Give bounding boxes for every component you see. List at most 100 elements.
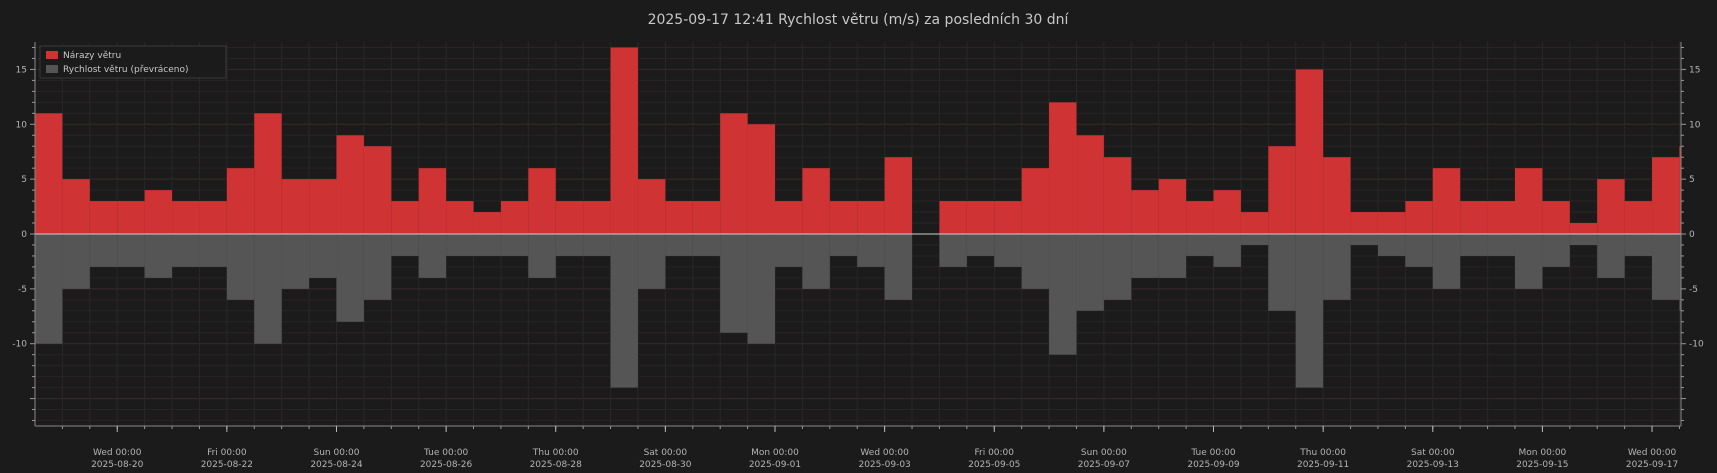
gust-bar: [172, 201, 200, 234]
x-tick-date-label: 2025-08-24: [310, 460, 363, 470]
gust-bar: [1021, 168, 1050, 234]
x-tick-date-label: 2025-09-09: [1187, 460, 1240, 470]
legend-label-gusts: Nárazy větru: [63, 51, 121, 61]
speed-bar: [528, 234, 556, 278]
gust-bar: [199, 201, 227, 234]
gust-bar: [1158, 179, 1187, 234]
gust-bar: [1213, 190, 1241, 234]
y-tick-label: -10: [12, 340, 27, 350]
gust-bar: [1514, 168, 1543, 234]
gust-bar: [610, 47, 638, 234]
x-tick-day-label: Mon 00:00: [751, 448, 799, 458]
speed-bar: [583, 234, 611, 256]
gust-bar: [1432, 168, 1461, 234]
speed-bar: [1076, 234, 1104, 311]
y-tick-label: 0: [21, 230, 27, 240]
gust-bar: [1295, 69, 1324, 234]
speed-bar: [89, 234, 118, 267]
speed-bar: [1405, 234, 1433, 267]
x-tick-date-label: 2025-08-22: [201, 460, 253, 470]
x-tick-date-label: 2025-08-20: [91, 460, 144, 470]
x-tick-day-label: Wed 00:00: [1628, 448, 1677, 458]
x-tick-date-label: 2025-09-15: [1516, 460, 1568, 470]
speed-bar: [555, 234, 584, 256]
gust-bar: [254, 113, 282, 234]
gust-bar: [500, 201, 529, 234]
x-tick-day-label: Sat 00:00: [644, 448, 688, 458]
speed-bar: [473, 234, 501, 256]
gust-bar: [144, 190, 173, 234]
y-tick-label: 0: [1689, 230, 1695, 240]
gust-bar: [117, 201, 145, 234]
gust-bar: [1268, 146, 1296, 234]
speed-bar: [35, 234, 63, 344]
gust-bar: [1186, 201, 1214, 234]
gust-bar: [829, 201, 858, 234]
speed-bar: [720, 234, 748, 333]
speed-bar: [281, 234, 310, 289]
speed-bar: [391, 234, 419, 256]
x-tick-day-label: Fri 00:00: [974, 448, 1014, 458]
gust-bar: [281, 179, 310, 234]
x-tick-day-label: Sun 00:00: [1081, 448, 1127, 458]
x-tick-date-label: 2025-09-17: [1626, 460, 1678, 470]
speed-bar: [1679, 234, 1681, 311]
speed-bar: [1049, 234, 1077, 355]
y-tick-label: -10: [1689, 340, 1704, 350]
legend-box: [39, 45, 227, 79]
x-tick-day-label: Tue 00:00: [1190, 448, 1235, 458]
x-tick-day-label: Mon 00:00: [1519, 448, 1567, 458]
speed-bar: [1652, 234, 1680, 300]
speed-bar: [1268, 234, 1296, 311]
speed-bar: [884, 234, 913, 300]
speed-bar: [1131, 234, 1159, 278]
x-tick-day-label: Thu 00:00: [1299, 448, 1346, 458]
speed-bar: [1323, 234, 1351, 300]
speed-bar: [336, 234, 364, 322]
gust-bar: [336, 135, 364, 234]
x-tick-date-label: 2025-09-13: [1407, 460, 1459, 470]
gust-bar: [1679, 146, 1681, 234]
x-tick-date-label: 2025-09-11: [1297, 460, 1349, 470]
speed-bar: [1158, 234, 1187, 278]
gust-bar: [637, 179, 666, 234]
gust-bar: [1049, 102, 1077, 234]
gust-bar: [939, 201, 967, 234]
speed-bar: [1103, 234, 1132, 300]
speed-bar: [1240, 234, 1269, 245]
gust-bar: [555, 201, 584, 234]
speed-bar: [966, 234, 995, 256]
x-tick-day-label: Wed 00:00: [860, 448, 909, 458]
speed-bar: [774, 234, 803, 267]
x-tick-day-label: Sun 00:00: [314, 448, 360, 458]
gust-bar: [747, 124, 775, 234]
speed-bar: [309, 234, 337, 278]
gust-bar: [1103, 157, 1132, 234]
gust-bar: [857, 201, 885, 234]
speed-bar: [1487, 234, 1515, 256]
gust-bar: [720, 113, 748, 234]
legend-swatch-gusts: [46, 51, 58, 59]
gust-bar: [966, 201, 995, 234]
gust-bar: [309, 179, 337, 234]
speed-bar: [117, 234, 145, 267]
speed-bar: [1295, 234, 1324, 388]
speed-bar: [829, 234, 858, 256]
gust-bar: [774, 201, 803, 234]
gust-bar: [1350, 212, 1378, 234]
gust-bar: [1405, 201, 1433, 234]
x-tick-date-label: 2025-08-28: [530, 460, 583, 470]
gust-bar: [665, 201, 693, 234]
y-tick-label: 15: [1689, 65, 1700, 75]
speed-bar: [1377, 234, 1406, 256]
legend: Nárazy větru Rychlost větru (převráceno): [39, 45, 227, 79]
speed-bar: [610, 234, 638, 388]
speed-bar: [1021, 234, 1050, 289]
speed-bar: [363, 234, 392, 300]
speed-bar: [1460, 234, 1488, 256]
speed-bar: [418, 234, 447, 278]
gust-bar: [473, 212, 501, 234]
speed-bar: [1432, 234, 1461, 289]
speed-bar: [1624, 234, 1653, 256]
x-tick-date-label: 2025-09-01: [749, 460, 801, 470]
